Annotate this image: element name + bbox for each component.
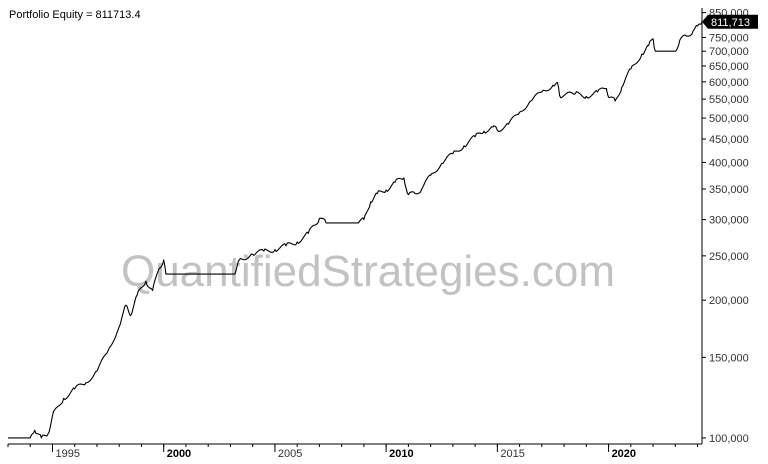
y-tick-label: 350,000 bbox=[709, 184, 749, 196]
y-tick-label: 500,000 bbox=[709, 113, 749, 125]
x-tick-label: 2020 bbox=[612, 448, 636, 460]
watermark-layer: QuantifiedStrategies.com bbox=[121, 247, 615, 296]
y-tick-label: 750,000 bbox=[709, 32, 749, 44]
plot-frame bbox=[8, 8, 703, 445]
y-tick-label: 300,000 bbox=[709, 215, 749, 227]
y-tick-label: 400,000 bbox=[709, 157, 749, 169]
x-tick-label: 2010 bbox=[389, 448, 413, 460]
y-tick-label: 450,000 bbox=[709, 134, 749, 146]
y-tick-label: 600,000 bbox=[709, 77, 749, 89]
x-tick-label: 2000 bbox=[167, 448, 191, 460]
y-tick-label: 100,000 bbox=[709, 433, 749, 445]
y-tick-label: 700,000 bbox=[709, 46, 749, 58]
last-value-badge bbox=[702, 14, 758, 29]
x-tick-label: 2015 bbox=[500, 448, 524, 460]
last-value-label: 811,713 bbox=[711, 17, 750, 29]
y-tick-label: 150,000 bbox=[709, 352, 749, 364]
series-line-0 bbox=[8, 21, 703, 439]
watermark-text: QuantifiedStrategies.com bbox=[121, 247, 615, 296]
x-axis: 1995 2000 2005 2010 2015 2020 bbox=[7, 444, 699, 460]
y-tick-label: 550,000 bbox=[709, 94, 749, 106]
y-tick-label: 200,000 bbox=[709, 295, 749, 307]
last-value-marker: 811,713 bbox=[702, 14, 758, 29]
y-tick-label: 650,000 bbox=[709, 61, 749, 73]
series-layer bbox=[8, 21, 703, 439]
chart-title: Portfolio Equity = 811713.4 bbox=[9, 9, 141, 21]
y-axis: 100,000 150,000 200,000 250,000 300,000 350,0… bbox=[702, 8, 749, 445]
x-tick-label: 2005 bbox=[278, 448, 302, 460]
x-tick-label: 1995 bbox=[55, 448, 79, 460]
y-tick-label: 250,000 bbox=[709, 251, 749, 263]
